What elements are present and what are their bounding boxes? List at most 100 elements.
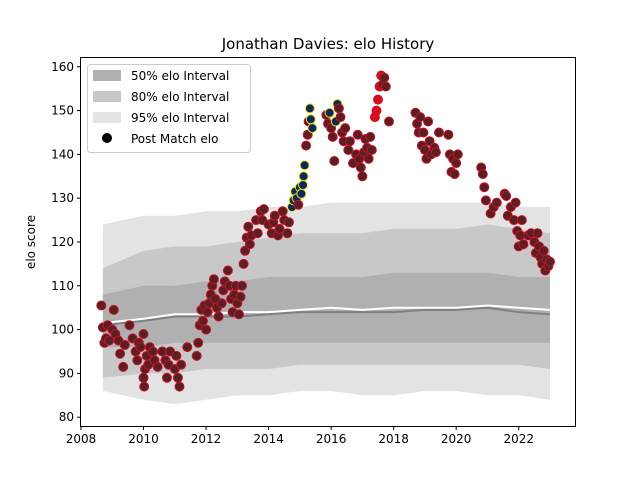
elo-point [238,258,249,269]
legend-swatch-80 [93,91,121,102]
elo-point [182,342,193,353]
elo-point [274,223,285,234]
elo-point [174,381,185,392]
elo-point [518,239,529,250]
elo-point [451,158,462,169]
elo-point [355,162,366,173]
elo-point [96,300,107,311]
elo-point [213,311,224,322]
trend-lines [102,304,551,327]
y-tick-label: 110 [51,279,74,293]
elo-point [305,114,316,125]
elo-point [298,180,308,190]
elo-point [293,199,304,210]
elo-point [299,160,310,171]
elo-point [545,256,555,267]
interval-bands [102,202,551,405]
elo-point [135,342,146,353]
elo-point [327,131,338,142]
elo-point [222,265,233,276]
band-50 [102,272,551,348]
elo-point [452,149,463,160]
elo-point [301,140,312,151]
elo-point [235,291,246,302]
elo-point [296,188,307,199]
x-tick-label: 2022 [503,432,534,446]
elo-point [510,197,521,208]
x-tick-label: 2014 [253,432,284,446]
elo-point [477,169,488,180]
elo-point [152,361,163,372]
elo-point [277,206,288,217]
elo-point [233,309,244,320]
elo-point [202,307,213,318]
elo-point [384,116,394,127]
elo-point [298,171,309,182]
x-tick-label: 2012 [191,432,222,446]
elo-point [138,329,149,339]
elo-point [193,337,204,348]
elo-point [108,304,119,315]
y-axis-label: elo score [24,215,38,269]
post-match-elo-points [96,70,555,392]
elo-point [176,359,187,370]
y-tick-label: 150 [51,104,74,118]
elo-point [418,127,429,138]
elo-point [162,372,172,383]
y-tick-label: 160 [51,60,74,74]
elo-point [307,123,318,134]
y-axis: 80 90 100 110 120 130 140 150 160 [51,60,81,424]
elo-point [380,81,391,92]
elo-point [430,147,441,158]
y-tick-label: 90 [59,366,74,380]
elo-point [324,107,335,118]
x-tick-label: 2016 [316,432,347,446]
y-tick-label: 120 [51,235,74,249]
elo-point [216,298,227,309]
elo-point [115,348,126,359]
mean-elo-line [102,304,551,324]
elo-point [479,182,490,193]
elo-point [340,123,351,134]
elo-point [172,372,183,383]
elo-point [480,195,491,206]
legend: 50% elo Interval 80% elo Interval 95% el… [87,64,251,153]
y-tick-label: 80 [59,410,74,424]
elo-point [252,228,263,239]
elo-point [304,103,315,114]
elo-point [434,127,444,138]
plot-area [96,70,555,405]
elo-point [282,228,293,239]
elo-point [119,340,130,350]
elo-point [415,112,426,123]
elo-point [538,245,549,256]
elo-point [283,217,294,228]
elo-point [357,171,368,182]
y-tick-label: 140 [51,147,74,161]
elo-point [379,72,390,83]
elo-point [335,112,346,123]
legend-label-post-match: Post Match elo [131,132,218,146]
elo-point [118,361,129,372]
elo-point [491,197,502,208]
elo-point [501,191,512,201]
y-tick-label: 100 [51,323,74,337]
elo-point [132,355,143,366]
elo-point [138,372,149,383]
legend-label-95: 95% elo Interval [131,111,229,125]
elo-point [333,103,344,114]
elo-point [366,145,377,155]
elo-point [423,116,434,127]
x-tick-label: 2010 [128,432,159,446]
elo-point [244,239,255,250]
elo-point [516,215,527,226]
elo-point [201,324,212,335]
median-elo-line [102,306,551,327]
legend-swatch-95 [93,112,121,123]
legend-swatch-50 [93,70,121,81]
legend-marker-post-match [102,133,112,143]
elo-point [237,280,247,291]
elo-point [363,153,374,164]
x-tick-label: 2008 [66,432,97,446]
